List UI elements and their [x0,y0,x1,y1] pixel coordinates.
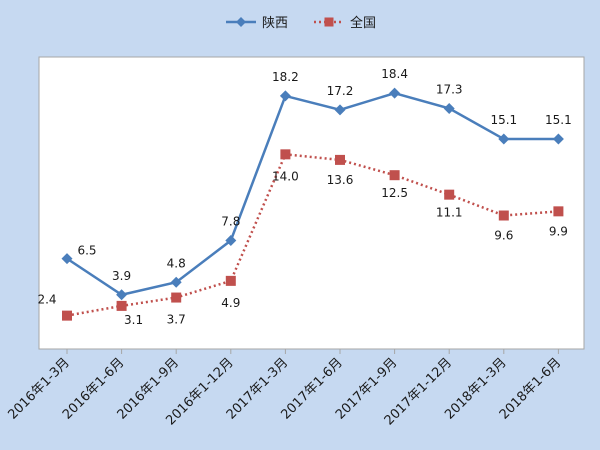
data-point [280,149,291,160]
data-point [443,102,455,114]
data-label: 18.4 [381,67,408,81]
data-label: 15.1 [545,113,572,127]
data-label: 3.1 [124,313,143,327]
data-label: 4.9 [221,296,240,310]
data-label: 9.6 [494,229,513,243]
series-markers [61,87,564,321]
data-point [116,289,128,301]
data-label: 13.6 [327,173,354,187]
legend-marker [236,17,246,27]
data-point [170,276,182,288]
data-point [116,300,127,311]
data-point [444,189,455,200]
data-point [61,253,73,265]
data-point [62,310,72,321]
data-label: 6.5 [77,244,96,258]
data-point [553,206,564,217]
data-label: 17.3 [436,82,463,96]
data-label: 15.1 [490,113,517,127]
x-axis: 2016年1-3月2016年1-6月2016年1-9月2016年1-12月201… [5,348,584,428]
data-point [225,275,236,286]
data-label: 14.0 [272,169,299,183]
data-point [225,235,237,247]
data-label: 4.8 [167,256,186,270]
data-labels: 6.5 3.9 4.8 7.8 18.2 17.2 18.4 17.3 15.1 15.1 2.4 3… [37,67,571,327]
series-line-shaanxi [66,91,559,297]
plot-area [38,56,585,350]
data-label: 18.2 [272,70,299,84]
data-point [498,210,509,221]
legend-marker [324,17,334,27]
data-label: 9.9 [549,224,568,238]
data-point [552,133,564,145]
data-label: 2.4 [37,293,56,307]
data-point [389,170,400,181]
data-point [279,90,291,102]
legend-label: 陕西 [262,16,288,31]
legend: 陕西 全国 [226,15,376,31]
data-point [171,292,182,303]
data-point [498,133,510,145]
data-label: 3.7 [167,313,186,327]
legend-label: 全国 [350,15,376,31]
data-label: 7.8 [221,215,240,229]
data-label: 17.2 [327,84,354,98]
series-lines [66,91,559,317]
data-point [334,104,346,116]
data-label: 11.1 [436,206,463,220]
data-label: 3.9 [112,269,131,283]
data-point [389,87,401,99]
data-label: 12.5 [381,186,408,200]
data-point [335,154,345,165]
